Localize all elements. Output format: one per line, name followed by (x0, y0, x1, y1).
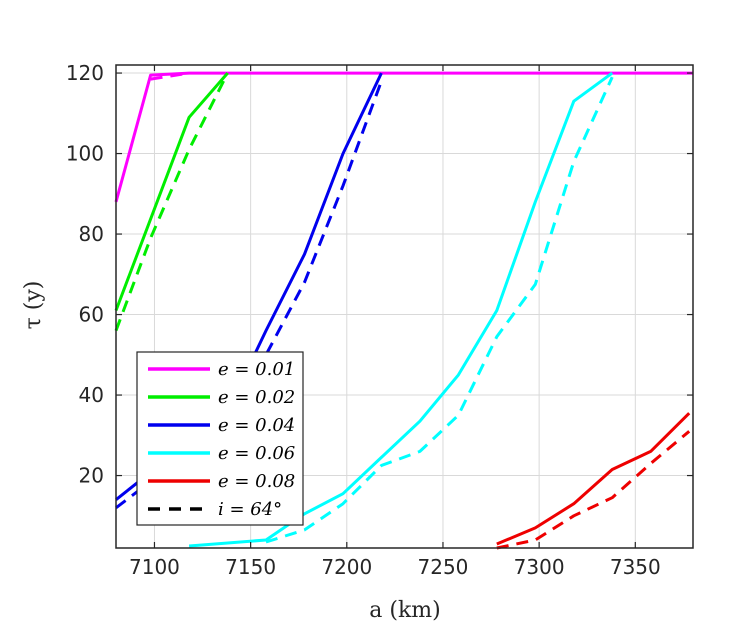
legend-label: e = 0.01 (218, 359, 295, 380)
legend-label: e = 0.06 (218, 443, 295, 464)
x-tick-label: 7300 (514, 555, 565, 579)
y-tick-label: 120 (66, 61, 104, 85)
series-line-dashed (115, 80, 383, 509)
x-tick-label: 7150 (225, 555, 276, 579)
axis-ticks: 7100 7150 7200 7250 7300 7350 20 40 60 80 100 120 (66, 61, 693, 579)
y-tick-label: 20 (79, 464, 104, 488)
series-line-dashed (150, 71, 190, 81)
y-tick-label: 80 (79, 222, 104, 246)
legend-box (136, 351, 304, 526)
y-tick-label: 40 (79, 383, 104, 407)
plot-frame (115, 64, 694, 549)
x-axis-label: a (km) (369, 598, 440, 623)
series-line (114, 71, 693, 203)
legend-label: e = 0.08 (218, 471, 295, 492)
x-tick-label: 7200 (321, 555, 372, 579)
x-tick-label: 7250 (418, 555, 469, 579)
x-tick-label: 7350 (610, 555, 661, 579)
legend-label: e = 0.02 (218, 387, 295, 408)
series-line (496, 412, 691, 546)
series-line-dashed (496, 430, 691, 550)
series-line-dashed (265, 76, 614, 544)
y-tick-label: 60 (79, 303, 104, 327)
y-axis-label: τ (y) (21, 281, 46, 330)
x-tick-label: 7100 (129, 555, 180, 579)
series-line-dashed (114, 72, 229, 332)
y-tick-label: 100 (66, 142, 104, 166)
legend: e = 0.01 e = 0.02 e = 0.04 e = 0.06 e = 0.08… (136, 351, 304, 526)
series-line (114, 72, 229, 312)
legend-label: e = 0.04 (218, 415, 295, 436)
legend-label: i = 64° (218, 499, 282, 520)
